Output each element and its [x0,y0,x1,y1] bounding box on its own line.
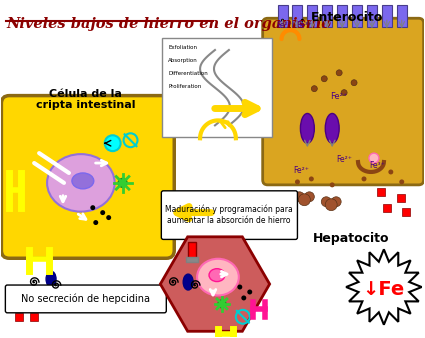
Ellipse shape [47,154,115,212]
Text: Fe²⁺: Fe²⁺ [336,155,352,164]
Polygon shape [346,249,422,325]
Ellipse shape [325,114,339,143]
Circle shape [336,70,342,76]
Circle shape [321,197,331,207]
Text: Fe²⁺: Fe²⁺ [331,92,348,101]
Circle shape [369,153,379,163]
Text: Niveles bajos de hierro en el organismo: Niveles bajos de hierro en el organismo [6,17,332,31]
Circle shape [362,176,366,182]
Bar [367,5,377,27]
Circle shape [247,290,252,294]
Circle shape [105,135,121,151]
Circle shape [295,179,300,184]
Bar [186,257,198,262]
Text: Fe³⁺: Fe³⁺ [297,21,312,30]
Bar [352,5,362,27]
FancyBboxPatch shape [162,38,272,137]
Bar [377,188,385,196]
Bar [278,5,287,27]
Bar [292,5,303,27]
Polygon shape [160,237,269,331]
Ellipse shape [183,274,193,290]
Ellipse shape [46,271,56,287]
Circle shape [312,86,317,92]
Circle shape [118,178,127,187]
Bar [15,313,23,321]
Circle shape [399,179,404,184]
Ellipse shape [300,114,314,143]
Bar [397,5,407,27]
Text: Exfoliation: Exfoliation [168,45,197,50]
Bar [30,302,38,310]
Text: No secreción de hepcidina: No secreción de hepcidina [21,294,150,304]
Text: Fe²⁺: Fe²⁺ [277,21,292,30]
Text: Maduración y programación para
aumentar la absorción de hierro: Maduración y programación para aumentar … [165,205,293,224]
Text: Fe³⁺: Fe³⁺ [369,161,385,170]
Bar [322,5,332,27]
Ellipse shape [209,269,225,282]
Bar [337,5,347,27]
Circle shape [106,215,111,220]
Bar [402,208,410,216]
Circle shape [325,199,337,211]
Bar [307,5,317,27]
Circle shape [330,183,335,187]
Text: Célula de la
cripta intestinal: Célula de la cripta intestinal [36,89,136,110]
Bar [30,313,38,321]
Ellipse shape [72,173,94,189]
Circle shape [281,19,284,22]
FancyBboxPatch shape [263,18,424,185]
Circle shape [295,192,304,202]
Bar [382,5,392,27]
Circle shape [93,220,98,225]
Text: Hepatocito: Hepatocito [313,233,389,245]
Circle shape [301,19,304,22]
Circle shape [388,169,393,174]
Bar [397,194,405,202]
Text: Fe²⁺: Fe²⁺ [294,166,309,175]
Circle shape [309,176,314,182]
Circle shape [237,285,242,290]
FancyBboxPatch shape [1,96,174,258]
Circle shape [100,210,105,215]
Text: Enterocito: Enterocito [311,11,383,24]
Ellipse shape [197,259,239,295]
Circle shape [90,205,95,210]
Circle shape [331,197,341,207]
Text: Differentiation: Differentiation [168,71,208,76]
Text: Proliferation: Proliferation [168,84,201,89]
Bar [383,204,391,212]
Circle shape [218,300,226,308]
Bar [15,300,23,308]
Circle shape [241,295,246,300]
Circle shape [341,90,347,96]
Circle shape [298,194,310,206]
Circle shape [351,80,357,86]
FancyBboxPatch shape [6,285,166,313]
Circle shape [304,192,314,202]
Circle shape [321,76,327,82]
Text: Absorption: Absorption [168,58,198,63]
Text: ↓Fe: ↓Fe [363,281,405,299]
Bar [188,242,196,260]
FancyBboxPatch shape [162,191,298,239]
